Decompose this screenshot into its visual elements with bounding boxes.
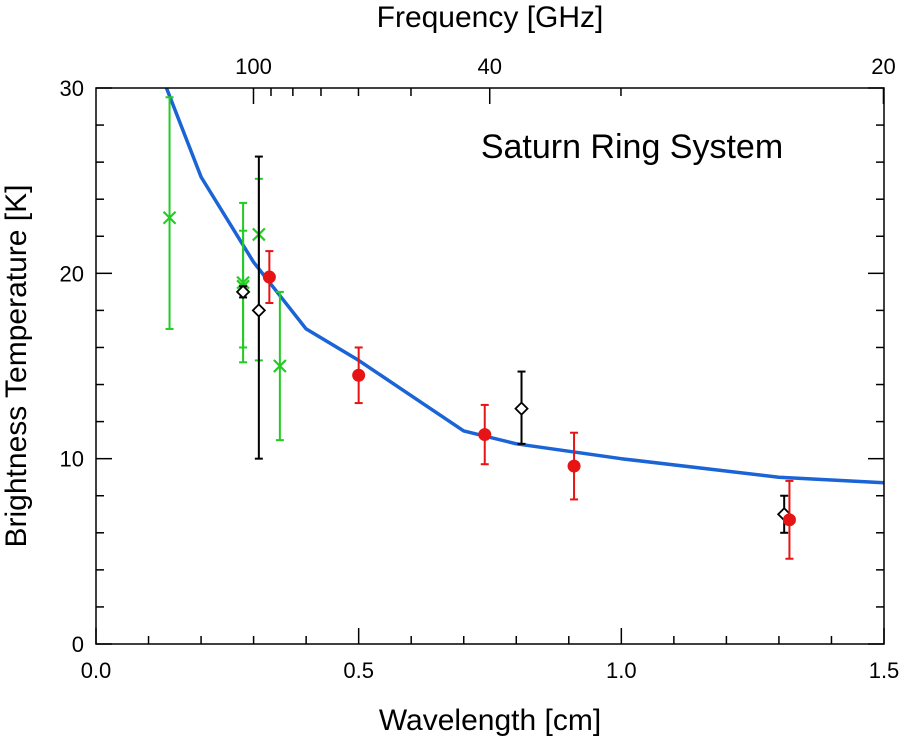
x-tick-label: 0.0 xyxy=(81,658,112,683)
y-tick-label: 10 xyxy=(60,447,84,472)
data-point xyxy=(235,284,251,300)
y-tick-label: 0 xyxy=(72,632,84,657)
top-tick-label: 40 xyxy=(477,54,501,79)
x-axis-title: Wavelength [cm] xyxy=(379,704,601,737)
tick-labels: 0.0 0.5 1.0 1.5 0 10 20 30 100 40 20 xyxy=(60,54,900,683)
data-point xyxy=(782,479,796,560)
y-tick-label: 20 xyxy=(60,261,84,286)
data-point xyxy=(251,155,267,460)
data-point xyxy=(273,290,287,442)
data-points-layer xyxy=(162,96,796,560)
diamond-marker xyxy=(251,303,267,318)
x-tick-label: 1.5 xyxy=(869,658,900,683)
x-tick-label: 1.0 xyxy=(606,658,637,683)
top-tick-label: 100 xyxy=(235,54,272,79)
y-axis-title: Brightness Temperature [K] xyxy=(0,185,33,548)
x-marker xyxy=(162,210,177,225)
diamond-marker xyxy=(235,284,251,300)
top-tick-label: 20 xyxy=(871,54,895,79)
data-point xyxy=(514,370,529,445)
circle-marker xyxy=(782,513,796,527)
circle-marker xyxy=(262,270,276,284)
diamond-marker xyxy=(514,401,529,416)
data-point xyxy=(567,431,581,501)
model-curve xyxy=(164,88,884,485)
data-point xyxy=(262,250,276,304)
data-point xyxy=(352,346,366,405)
x-tick-label: 0.5 xyxy=(343,658,374,683)
model-curve-layer xyxy=(164,88,884,485)
circle-marker xyxy=(478,428,492,442)
circle-marker xyxy=(567,459,581,473)
chart-annotation: Saturn Ring System xyxy=(481,128,783,166)
circle-marker xyxy=(352,368,366,382)
top-axis-title: Frequency [GHz] xyxy=(377,1,604,34)
data-point xyxy=(162,96,177,330)
data-point xyxy=(478,403,492,466)
plot-frame xyxy=(95,87,885,645)
x-marker xyxy=(273,359,287,373)
y-tick-label: 30 xyxy=(60,76,84,101)
